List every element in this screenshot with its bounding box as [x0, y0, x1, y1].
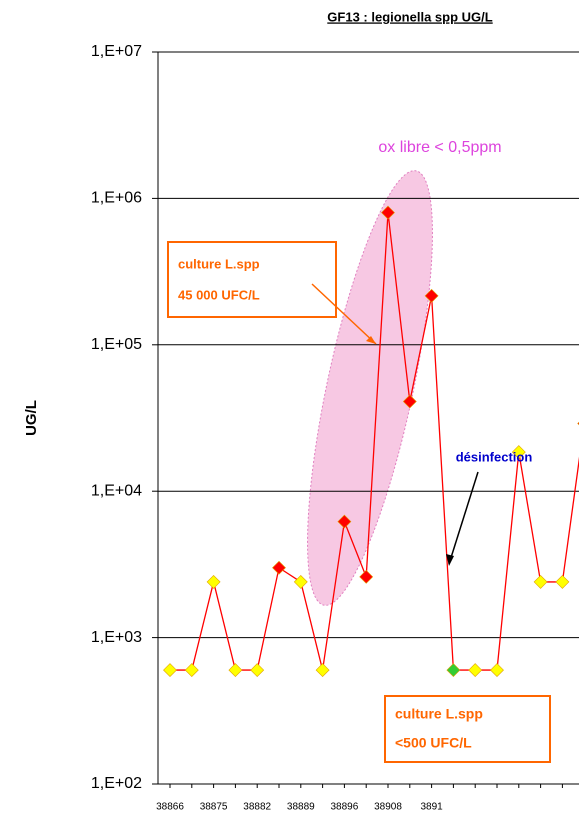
data-point	[381, 205, 395, 220]
y-tick-label: 1,E+05	[91, 336, 142, 353]
data-point	[272, 560, 286, 575]
data-point	[293, 575, 308, 589]
data-point	[402, 394, 417, 409]
data-point	[511, 445, 526, 460]
data-point	[228, 663, 243, 678]
plot-area: 1,E+02 1,E+03 1,E+04 1,E+05 1,E+06 1,E+07 3886…	[91, 43, 579, 813]
data-point	[250, 663, 265, 678]
data-point	[206, 575, 221, 589]
x-tick-label: 38866	[156, 802, 184, 813]
annotation: 45 000 UFC/L	[178, 287, 260, 302]
x-tick-label: 38908	[374, 802, 402, 813]
data-point	[555, 575, 570, 589]
y-axis-label: UG/L	[23, 400, 40, 436]
arrowhead	[366, 336, 376, 344]
y-tick-label: 1,E+04	[91, 482, 142, 499]
data-point	[163, 663, 177, 678]
data-point	[424, 288, 439, 303]
arrow	[448, 471, 479, 565]
x-tick-label: 38889	[287, 802, 315, 813]
annotation-box	[167, 241, 337, 318]
chart-title: GF13 : legionella spp UG/L	[327, 9, 492, 24]
x-tick-label: 38882	[243, 802, 271, 813]
annotation: <500 UFC/L	[395, 735, 472, 751]
annotation-box	[384, 695, 551, 763]
y-tick-label: 1,E+06	[91, 190, 142, 207]
y-tick-label: 1,E+02	[91, 775, 142, 792]
y-tick-label: 1,E+03	[91, 629, 142, 646]
data-point	[315, 663, 330, 678]
data-point	[337, 514, 352, 529]
data-point	[446, 663, 461, 678]
highlight-ellipse	[307, 170, 433, 606]
annotation: ox libre < 0,5ppm	[378, 139, 501, 156]
data-point	[468, 663, 483, 678]
annotation: désinfection	[456, 449, 533, 464]
arrowhead	[446, 554, 454, 566]
data-point	[533, 575, 548, 589]
y-tick-label: 1,E+07	[91, 43, 142, 60]
data-point	[490, 663, 504, 678]
x-tick-label: 38896	[330, 802, 358, 813]
data-point	[184, 663, 199, 678]
annotation: culture L.spp	[178, 256, 260, 271]
data-point	[359, 569, 374, 584]
annotation: culture L.spp	[395, 706, 483, 722]
arrow	[311, 283, 377, 345]
x-tick-label: 38875	[200, 802, 228, 813]
x-tick-label: 3891	[420, 802, 443, 813]
